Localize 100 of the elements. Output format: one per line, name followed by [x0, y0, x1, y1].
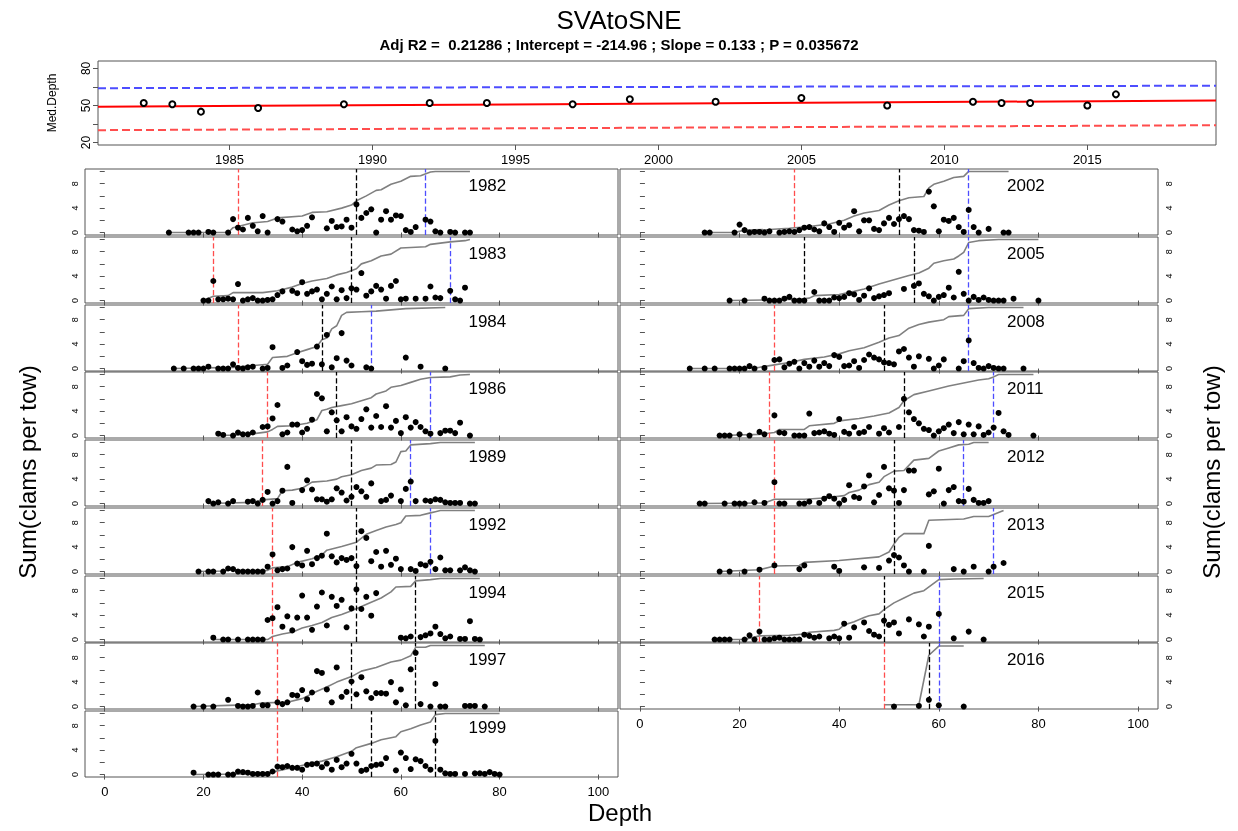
point [225, 229, 232, 236]
point [771, 412, 778, 419]
point [890, 618, 897, 625]
x-tick-label: 100 [1127, 716, 1149, 732]
point [299, 592, 306, 599]
point [289, 287, 296, 294]
point [412, 567, 419, 574]
point [846, 222, 853, 229]
x-axis-title: Depth [587, 799, 653, 827]
point [940, 425, 947, 432]
point [230, 360, 237, 367]
point [895, 499, 902, 506]
point [925, 542, 932, 549]
point [299, 227, 306, 234]
y-axis-title: Sum(clams per tow) [1198, 365, 1226, 579]
point [318, 496, 325, 503]
point [294, 228, 301, 235]
point [343, 556, 350, 563]
point [432, 228, 439, 235]
point [801, 359, 808, 366]
point [781, 228, 788, 235]
point [771, 634, 778, 641]
point [383, 403, 390, 410]
point [328, 363, 335, 370]
point [890, 551, 897, 558]
point [392, 699, 399, 706]
point [304, 696, 311, 703]
point [235, 364, 241, 371]
point [284, 699, 291, 706]
point [935, 465, 942, 472]
point [249, 294, 256, 301]
point [826, 362, 833, 369]
point [980, 432, 987, 439]
point [930, 365, 937, 372]
y-tick-label: 8 [69, 655, 80, 661]
point [353, 484, 360, 491]
x-tick-label: 1985 [215, 152, 244, 167]
point [397, 565, 404, 572]
point [851, 357, 858, 364]
point [886, 557, 892, 564]
point [299, 278, 306, 285]
point [816, 228, 823, 235]
point [826, 224, 833, 231]
point [373, 282, 380, 289]
point [900, 562, 907, 569]
point [323, 428, 330, 435]
point [920, 290, 927, 297]
point [318, 552, 325, 559]
point [975, 364, 982, 371]
y-tick-label: 0 [1163, 230, 1174, 236]
point [856, 296, 863, 303]
y-tick-label: 0 [69, 230, 80, 236]
point [299, 687, 306, 694]
point [856, 228, 863, 235]
point [343, 497, 350, 504]
point [259, 496, 266, 503]
point [304, 614, 311, 621]
point [925, 491, 932, 498]
point [437, 496, 444, 503]
point [333, 559, 340, 566]
point [304, 426, 311, 433]
point [373, 413, 380, 420]
point [328, 217, 335, 224]
point [353, 286, 360, 293]
point [239, 769, 246, 776]
point [259, 770, 266, 777]
point [447, 567, 454, 574]
point [881, 617, 888, 624]
point [230, 296, 237, 303]
point [935, 428, 942, 435]
point [264, 563, 271, 570]
point [910, 467, 917, 474]
point [476, 636, 483, 643]
point [304, 222, 311, 229]
y-tick-label: 8 [69, 519, 80, 525]
point [816, 363, 823, 370]
point [225, 697, 232, 704]
point [568, 100, 577, 109]
point [786, 293, 793, 300]
point [378, 761, 385, 768]
point [751, 228, 758, 235]
point [235, 224, 241, 231]
point [323, 498, 330, 505]
point [274, 216, 281, 223]
point [471, 635, 478, 642]
point [318, 296, 325, 303]
point [930, 488, 937, 495]
point [826, 297, 833, 304]
y-tick-label: 4 [69, 341, 80, 347]
point [806, 498, 813, 505]
point [422, 763, 429, 769]
x-tick-label: 1995 [501, 152, 530, 167]
point [269, 768, 276, 775]
point [294, 560, 301, 567]
point [890, 487, 897, 494]
point [378, 563, 385, 570]
point [871, 631, 878, 638]
point [856, 430, 863, 437]
point [343, 357, 350, 364]
point [264, 423, 271, 430]
